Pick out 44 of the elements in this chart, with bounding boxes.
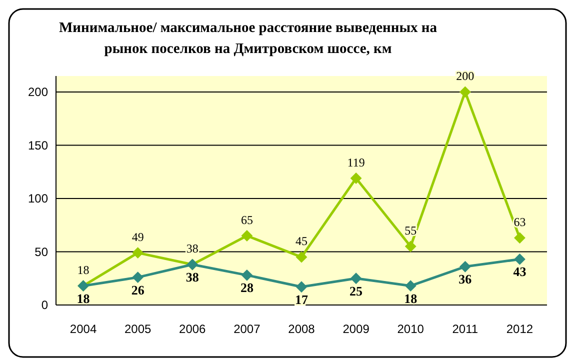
data-label: 18 [404,290,418,306]
point [405,280,416,292]
x-tick-label: 2008 [288,322,316,336]
x-tick-label: 2005 [124,322,152,336]
point [241,230,252,242]
point [241,270,252,281]
x-tick-label: 2010 [397,322,424,336]
chart-title: Минимальное/ максимальное расстояние выведенных на рынок поселков на Дмитровском шоссе, км [58,20,438,57]
data-label: 18 [76,290,90,306]
x-tick-label: 2004 [70,322,97,336]
data-label: 26 [131,282,145,298]
point [350,272,362,284]
point [460,261,471,272]
data-label: 200 [456,68,474,83]
point [405,240,416,252]
x-tick-label: 2006 [179,322,206,336]
point [132,272,144,283]
x-tick-label: 2012 [506,322,534,336]
data-label: 38 [186,270,200,285]
data-label: 49 [132,230,144,244]
point [296,252,307,263]
data-label: 119 [347,155,365,170]
data-label: 18 [77,262,90,277]
y-tick-label: 50 [34,244,48,259]
data-label: 43 [513,264,527,280]
data-label: 17 [295,292,308,307]
data-label: 65 [240,212,253,227]
y-tick-label: 150 [28,138,48,152]
point [296,281,307,292]
data-label: 45 [296,234,308,248]
x-tick-label: 2007 [234,322,261,336]
point [514,232,526,244]
data-label: 28 [240,280,254,296]
point [514,254,526,265]
x-tick-label: 2011 [452,322,478,336]
y-tick-label: 200 [28,85,48,100]
data-label: 36 [458,272,472,287]
y-tick-label: 100 [28,192,48,206]
point [132,247,144,258]
point [460,86,471,98]
point [350,172,362,184]
x-tick-label: 2009 [342,322,370,336]
data-label: 25 [350,283,364,298]
y-tick-label: 0 [41,298,48,312]
